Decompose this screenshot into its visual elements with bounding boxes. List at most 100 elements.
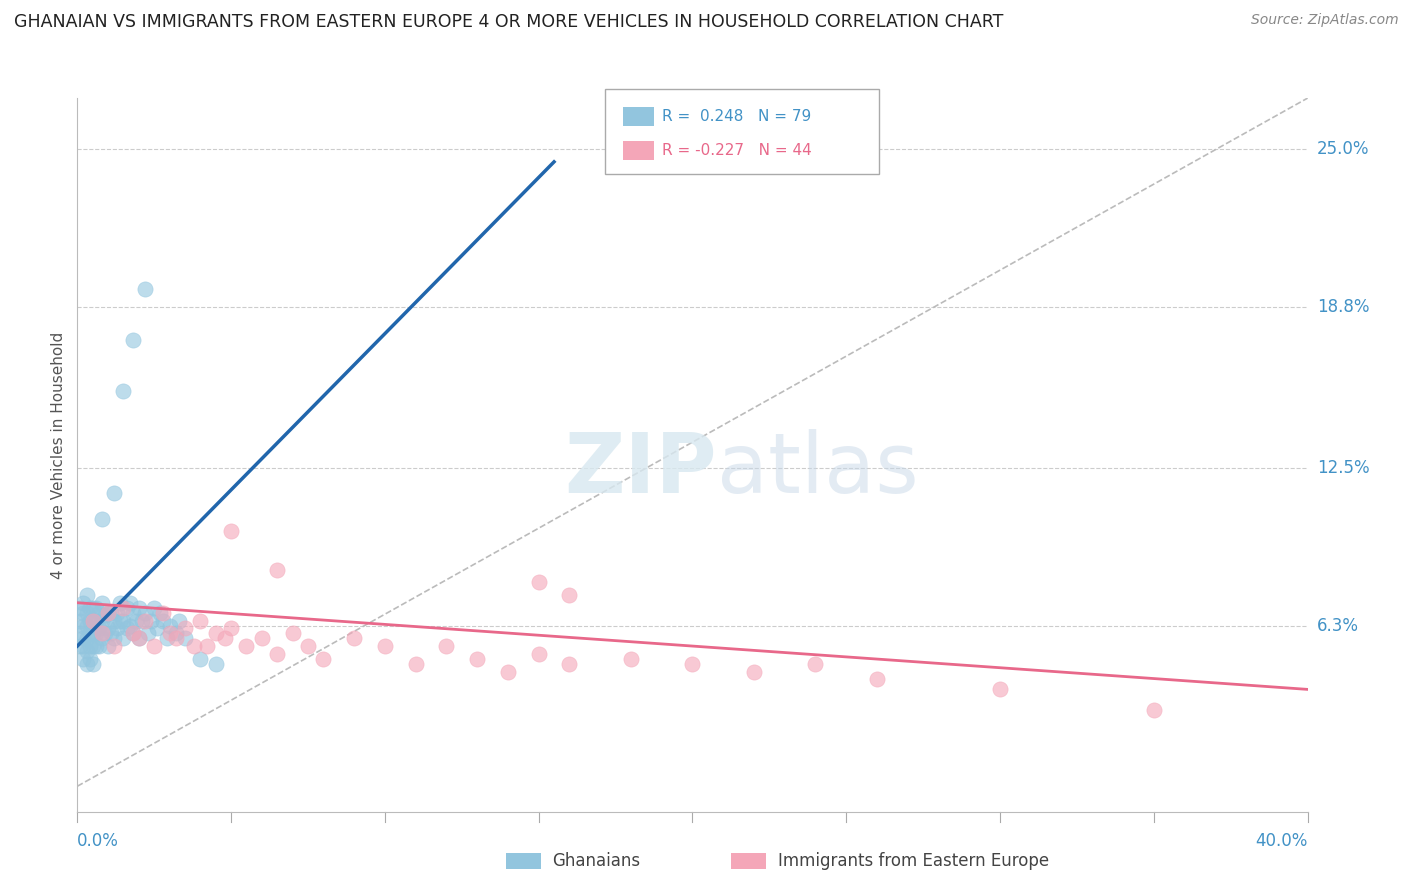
Point <box>165 632 187 646</box>
Point <box>105 621 128 635</box>
Point <box>174 632 197 646</box>
Point <box>297 639 319 653</box>
Point <box>121 626 143 640</box>
Point <box>72 618 94 632</box>
Point <box>219 524 242 539</box>
Point <box>69 639 91 653</box>
Point <box>125 614 148 628</box>
Text: Ghanaians: Ghanaians <box>553 852 641 870</box>
Point <box>988 682 1011 697</box>
Point <box>103 639 125 653</box>
Point <box>72 596 94 610</box>
Point <box>374 639 396 653</box>
Text: 40.0%: 40.0% <box>1256 832 1308 850</box>
Point <box>103 614 125 628</box>
Point <box>121 626 143 640</box>
Point <box>69 600 91 615</box>
Point <box>527 575 550 590</box>
Point <box>84 639 107 653</box>
Point <box>118 596 141 610</box>
Point <box>84 600 107 615</box>
Point <box>682 657 704 671</box>
Point <box>174 621 197 635</box>
Point <box>620 652 643 666</box>
Point <box>72 652 94 666</box>
Point <box>159 618 181 632</box>
Point <box>141 614 163 628</box>
Point <box>90 626 114 640</box>
Text: ZIP: ZIP <box>565 429 717 509</box>
Point <box>159 626 181 640</box>
Point <box>110 614 132 628</box>
Point <box>82 600 104 615</box>
Point <box>87 639 110 653</box>
Point <box>131 614 153 628</box>
Point <box>128 632 150 646</box>
Point <box>143 639 166 653</box>
Point <box>112 632 135 646</box>
Point <box>76 657 98 671</box>
Point <box>436 639 458 653</box>
Point <box>128 632 150 646</box>
Point <box>100 606 122 620</box>
Point <box>183 639 205 653</box>
Point <box>90 596 114 610</box>
Point <box>105 606 128 620</box>
Point <box>72 639 94 653</box>
Point <box>128 600 150 615</box>
Text: Immigrants from Eastern Europe: Immigrants from Eastern Europe <box>778 852 1049 870</box>
Point <box>112 384 135 399</box>
Text: 6.3%: 6.3% <box>1317 616 1358 635</box>
Point <box>97 606 120 620</box>
Point <box>87 621 110 635</box>
Point <box>112 614 135 628</box>
Point <box>343 632 366 646</box>
Point <box>558 657 581 671</box>
Point <box>149 606 172 620</box>
Point <box>79 639 101 653</box>
Point <box>266 563 288 577</box>
Point <box>76 618 98 632</box>
Text: atlas: atlas <box>717 429 918 509</box>
Point <box>76 606 98 620</box>
Point <box>204 657 226 671</box>
Point <box>527 647 550 661</box>
Point <box>82 614 104 628</box>
Point <box>134 606 156 620</box>
Point <box>188 652 212 666</box>
Point <box>281 626 304 640</box>
Point <box>90 632 114 646</box>
Y-axis label: 4 or more Vehicles in Household: 4 or more Vehicles in Household <box>51 331 66 579</box>
Point <box>84 626 107 640</box>
Point <box>79 626 101 640</box>
Point <box>1143 703 1166 717</box>
Point <box>143 600 166 615</box>
Point <box>97 639 120 653</box>
Point <box>312 652 335 666</box>
Point <box>76 588 98 602</box>
Point <box>134 282 156 296</box>
Point <box>72 606 94 620</box>
Point <box>146 621 169 635</box>
Point <box>90 614 114 628</box>
Point <box>72 632 94 646</box>
Point <box>496 665 519 679</box>
Point <box>103 632 125 646</box>
Text: Source: ZipAtlas.com: Source: ZipAtlas.com <box>1251 13 1399 28</box>
Point <box>100 626 122 640</box>
Point <box>266 647 288 661</box>
Text: 18.8%: 18.8% <box>1317 298 1369 316</box>
Point <box>121 333 143 347</box>
Point <box>90 511 114 525</box>
Point <box>112 600 135 615</box>
Point <box>115 621 138 635</box>
Point <box>79 600 101 615</box>
Point <box>79 652 101 666</box>
Point <box>87 606 110 620</box>
Point <box>84 614 107 628</box>
Point <box>167 614 190 628</box>
Text: 25.0%: 25.0% <box>1317 140 1369 158</box>
Point <box>195 639 218 653</box>
Point <box>155 632 177 646</box>
Point <box>94 608 117 623</box>
